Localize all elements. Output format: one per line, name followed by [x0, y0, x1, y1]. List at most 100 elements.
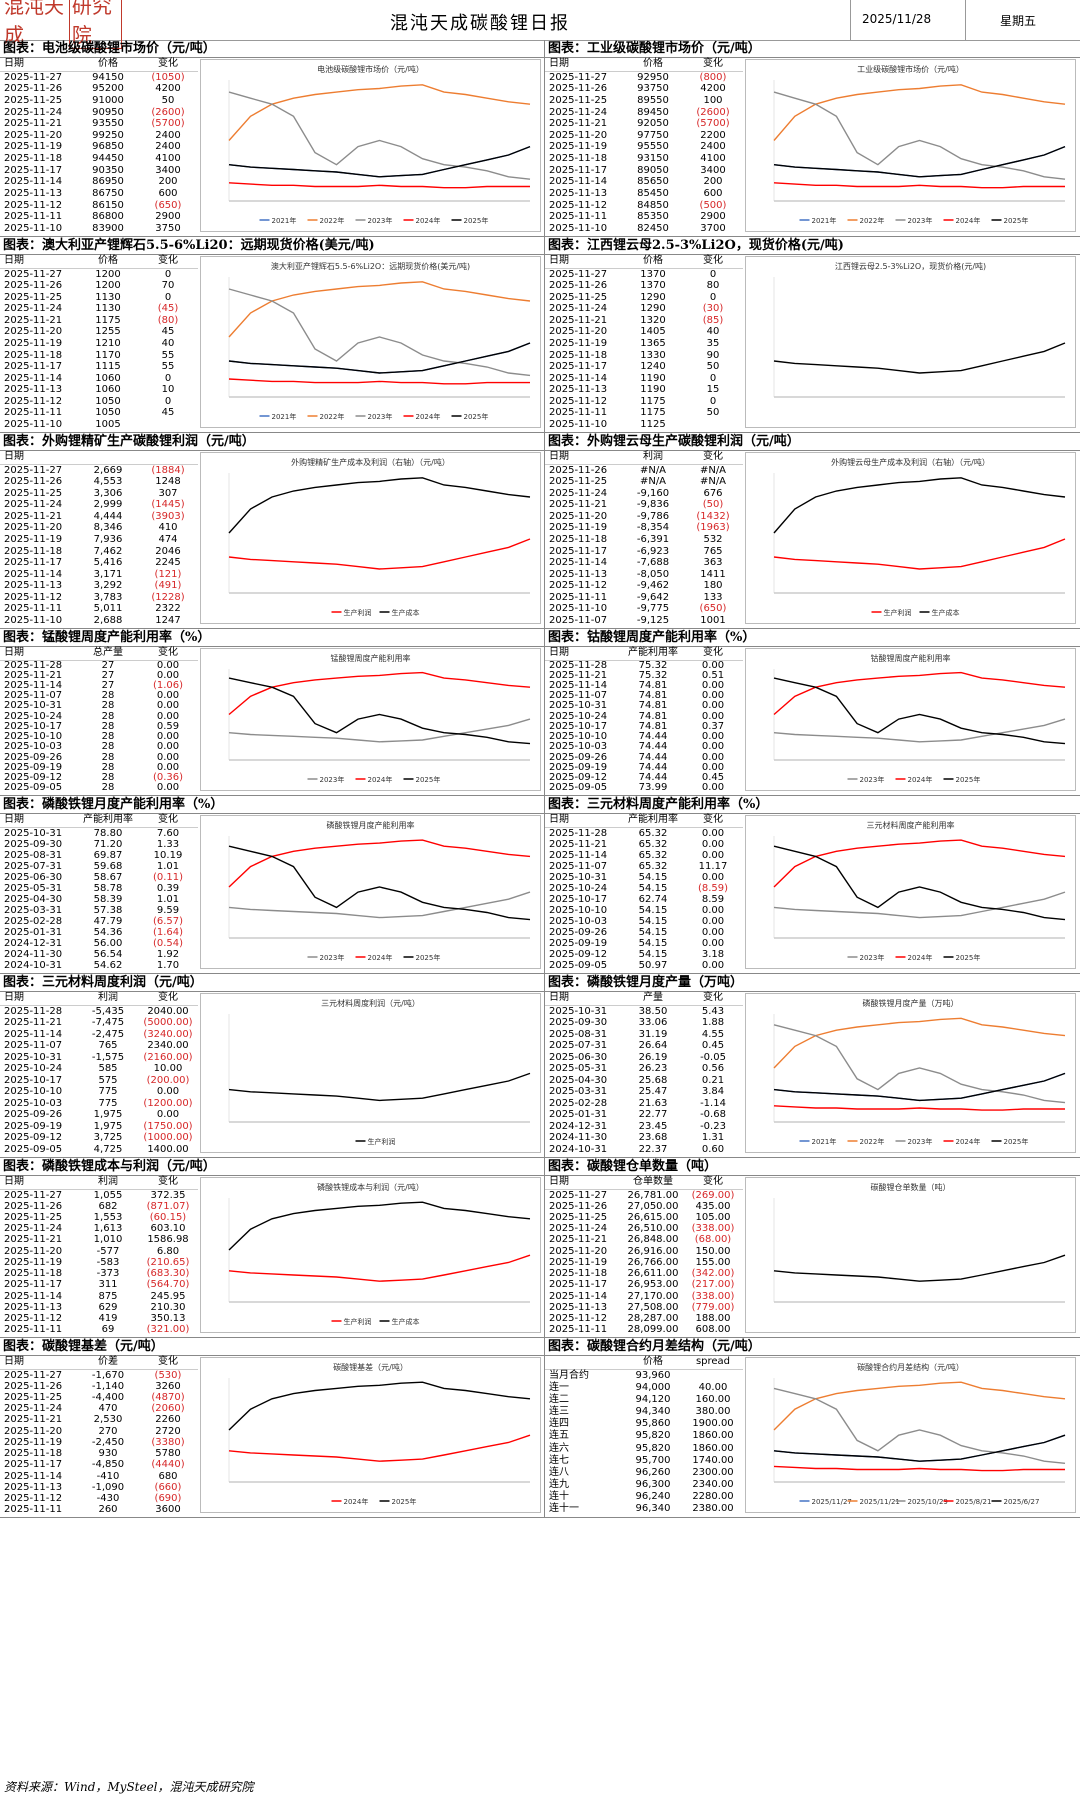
table-cell: (1000.00)	[143, 1132, 193, 1144]
table-cell: 188.00	[695, 1313, 731, 1324]
table-cell: 56.00	[93, 938, 123, 950]
table-cell: 2025-09-05	[4, 1143, 63, 1155]
column-header: 变化	[158, 1356, 178, 1367]
table-row: 2025-11-20 8,346 410	[0, 522, 198, 534]
table-cell: 74.81	[638, 710, 668, 722]
table-cell: (2600)	[151, 106, 185, 118]
table-cell: 2025-11-14	[4, 176, 63, 188]
panel-title: 图表：工业级碳酸锂市场价（元/吨）	[545, 40, 1080, 58]
table-cell: 1210	[95, 337, 121, 349]
table-row: 2025-11-07 -9,125 1001	[545, 615, 743, 627]
line-chart: 磷酸铁锂月度产能利用率 2023年 2024年 2025年	[200, 815, 541, 969]
table-cell: 260	[98, 1504, 118, 1516]
table-cell: 2025-02-28	[549, 1097, 608, 1109]
panel-title: 图表：碳酸锂仓单数量（吨）	[545, 1158, 1080, 1176]
table-cell: 45	[161, 407, 175, 419]
table-row: 2025-11-26 27,050.00 435.00	[545, 1201, 743, 1212]
table-cell: 54.15	[638, 938, 668, 950]
table-cell: 2025-11-12	[4, 591, 63, 603]
table-cell: 28	[101, 761, 115, 773]
series-line	[228, 1201, 531, 1251]
legend-label: 2024年	[956, 1137, 981, 1146]
table-cell: 92050	[637, 118, 669, 130]
table-row: 2025-10-10 28 0.00	[0, 731, 198, 742]
table-cell: 2025-10-31	[549, 1005, 608, 1017]
table-row: 2025-09-12 3,725 (1000.00)	[0, 1132, 198, 1144]
table-row: 2025-03-31 25.47 3.84	[545, 1086, 743, 1098]
table-cell: 2025-08-31	[4, 849, 63, 861]
panel-title: 图表：磷酸铁锂月度产能利用率（%）	[0, 796, 544, 814]
table-cell: 75.32	[638, 669, 668, 681]
table-cell: 58.39	[93, 893, 123, 905]
table-cell: 2025-11-24	[4, 303, 63, 315]
column-header: 日期	[4, 255, 24, 266]
table-cell: 2025-11-24	[4, 1403, 63, 1415]
table-row: 2025-11-14 85650 200	[545, 176, 743, 188]
table-cell: 2025-11-12	[549, 1313, 608, 1324]
table-header: 日期 产能利用率 变化	[0, 814, 198, 828]
table-cell: 0.00	[701, 731, 725, 743]
table-cell: -5,435	[91, 1005, 125, 1017]
series-line	[228, 538, 531, 570]
table-cell: 2025-11-27	[549, 1189, 608, 1201]
table-cell: 2025-11-24	[4, 106, 63, 118]
table-cell: 2025-11-26	[549, 464, 608, 476]
table-cell: (660)	[154, 1481, 182, 1493]
table-cell: 1.01	[156, 893, 180, 905]
table-cell: 2025-02-28	[4, 916, 63, 928]
table-cell: 2025-09-05	[4, 782, 63, 794]
table-cell: 1586.98	[147, 1234, 189, 1246]
table-cell: 4100	[155, 153, 181, 165]
chart-title: 磷酸铁锂月度产量（万吨）	[863, 998, 959, 1008]
table-cell: 74.81	[638, 680, 668, 692]
table-cell: (2160.00)	[143, 1051, 193, 1063]
column-header: 变化	[158, 255, 178, 266]
table-cell: 2025-09-30	[4, 838, 63, 850]
table-cell: 3750	[155, 222, 181, 234]
panel-title: 图表：澳大利亚产锂辉石5.5-6%Li20：远期现货价格(美元/吨)	[0, 237, 544, 255]
table-cell: 2025-10-10	[549, 905, 608, 917]
legend-label: 2025年	[392, 1497, 417, 1506]
table-cell: 600	[158, 188, 178, 199]
legend-label: 生产利润	[344, 608, 372, 617]
table-row: 2025-11-25 -4,400 (4870)	[0, 1392, 198, 1403]
series-line	[228, 342, 531, 374]
table-row: 2025-11-11 85350 2900	[545, 211, 743, 223]
table-row: 2025-11-27 94150 (1050)	[0, 72, 198, 84]
chart-panel: 图表：外购锂云母生产碳酸锂利润（元/吨） 日期 利润 变化 2025-11-26 #N/A…	[545, 433, 1080, 629]
table-cell: 2024-11-30	[4, 949, 63, 961]
table-row: 2025-11-19 1210 40	[0, 338, 198, 350]
table-cell: 95550	[637, 141, 669, 153]
legend-label: 2025年	[1004, 216, 1029, 225]
table-cell: 45	[161, 326, 175, 338]
chart-title: 电池级碳酸锂市场价（元/吨）	[317, 64, 424, 74]
table-cell: 82450	[637, 222, 669, 234]
table-row: 2025-11-12 84850 (500)	[545, 200, 743, 212]
data-table: 日期 利润 变化 2025-11-27 1,055 372.35 2025-11-26 682…	[0, 1176, 198, 1335]
table-cell: 2025-10-03	[549, 916, 608, 928]
series-line	[773, 342, 1066, 374]
chart-svg: 电池级碳酸锂市场价（元/吨） 2021年 2022年 2023年 2024年 2025年	[228, 64, 531, 225]
table-cell: (5700)	[696, 118, 730, 130]
column-header: 日期	[4, 647, 24, 658]
series-line	[228, 718, 531, 743]
chart-panel: 图表：澳大利亚产锂辉石5.5-6%Li20：远期现货价格(美元/吨) 日期 价格 变化…	[0, 237, 545, 433]
table-cell: 3,783	[93, 591, 123, 603]
chart-panel: 图表：工业级碳酸锂市场价（元/吨） 日期 价格 变化 2025-11-27 92950 (8…	[545, 40, 1080, 237]
chart-panel: 图表：江西锂云母2.5-3%Li2O，现货价格(元/吨) 日期 价格 变化 2025-1…	[545, 237, 1080, 433]
table-row: 2025-07-31 59.68 1.01	[0, 861, 198, 872]
table-cell: 0.59	[156, 720, 180, 732]
table-cell: 2025-11-27	[549, 268, 608, 280]
table-cell: 1050	[95, 395, 121, 407]
table-row: 2025-07-31 26.64 0.45	[545, 1040, 743, 1052]
table-cell: (690)	[154, 1493, 182, 1504]
table-cell: 2025-11-07	[549, 690, 608, 702]
table-cell: 2025-11-25	[4, 94, 63, 106]
table-cell: -9,125	[636, 614, 670, 626]
table-row: 2025-11-14 86950 200	[0, 176, 198, 188]
table-row: 2025-11-07 65.32 11.17	[545, 861, 743, 872]
table-cell: 3400	[155, 164, 181, 176]
legend-label: 2025/11/21	[860, 1498, 900, 1506]
table-cell: 575	[98, 1074, 118, 1086]
table-cell: 2,530	[93, 1414, 123, 1426]
